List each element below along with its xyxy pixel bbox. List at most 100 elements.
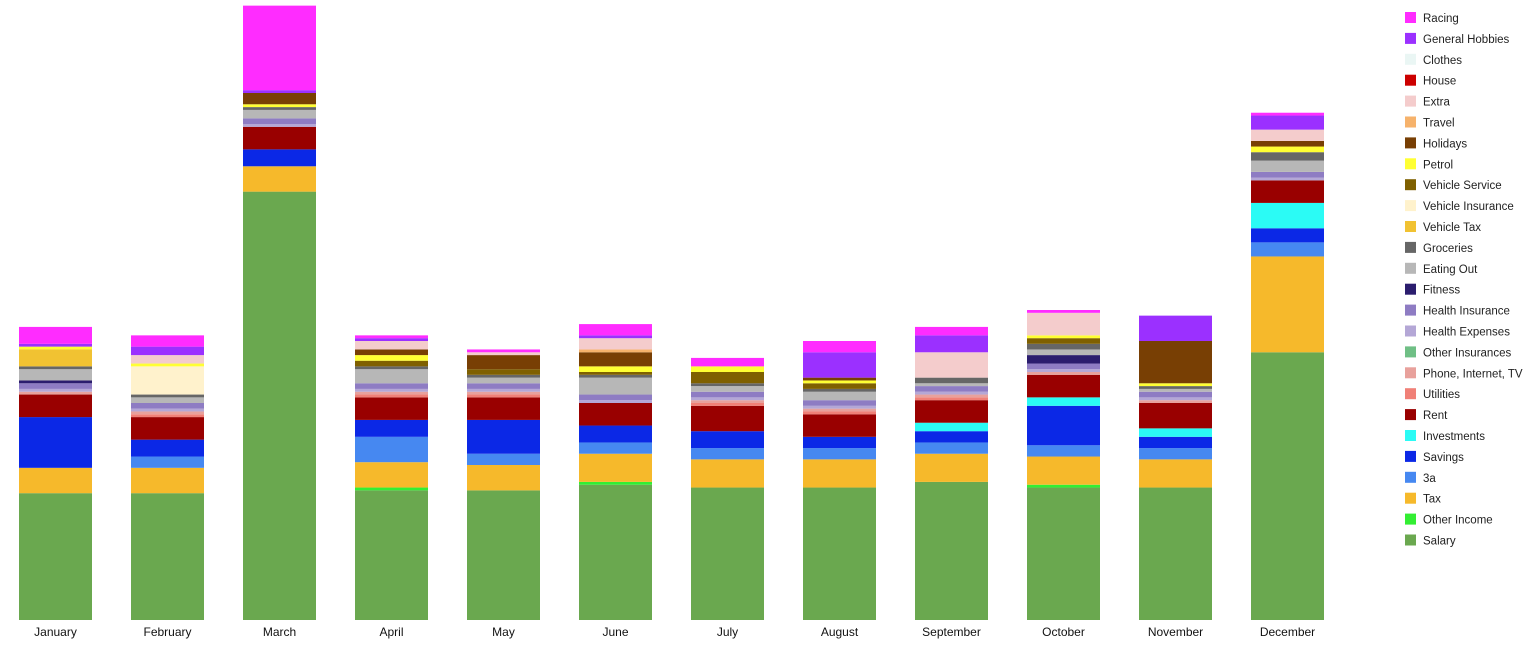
bar-segment-december-extra[interactable] [1251, 129, 1324, 141]
bar-segment-october-extra[interactable] [1027, 312, 1100, 336]
bar-segment-august-petrol[interactable] [803, 380, 876, 384]
legend-swatch-health-insurance[interactable] [1405, 304, 1416, 316]
legend-label-tax[interactable]: Tax [1423, 494, 1441, 506]
bar-segment-february-rent[interactable] [131, 417, 204, 440]
bar-segment-may-holidays[interactable] [467, 355, 540, 370]
bar-segment-april-utilities[interactable] [355, 394, 428, 398]
bar-segment-november-health-expenses[interactable] [1139, 397, 1212, 401]
bar-segment-october-salary[interactable] [1027, 487, 1100, 620]
bar-segment-september-racing[interactable] [915, 326, 988, 336]
bar-segment-december-health-expenses[interactable] [1251, 177, 1324, 181]
legend-label-general-hobbies[interactable]: General Hobbies [1423, 34, 1510, 46]
bar-segment-september-eating-out[interactable] [915, 383, 988, 387]
bar-segment-april-salary[interactable] [355, 490, 428, 620]
bar-segment-october-health-insurance[interactable] [1027, 363, 1100, 370]
bar-segment-december-3a[interactable] [1251, 242, 1324, 257]
bar-segment-september-salary[interactable] [915, 481, 988, 620]
legend-swatch-3a[interactable] [1405, 471, 1416, 483]
bar-segment-august-holidays[interactable] [803, 377, 876, 381]
bar-segment-march-savings[interactable] [243, 149, 316, 167]
bar-segment-may-utilities[interactable] [467, 394, 540, 398]
bar-segment-august-rent[interactable] [803, 414, 876, 437]
bar-segment-november-investments[interactable] [1139, 428, 1212, 437]
bar-segment-october-fitness[interactable] [1027, 355, 1100, 364]
bar-segment-april-racing[interactable] [355, 335, 428, 339]
bar-segment-february-extra[interactable] [131, 355, 204, 364]
legend-label-petrol[interactable]: Petrol [1423, 159, 1453, 171]
bar-segment-june-other-income[interactable] [579, 481, 652, 485]
bar-segment-may-salary[interactable] [467, 490, 540, 620]
bar-segment-may-phone-internet-tv[interactable] [467, 391, 540, 395]
bar-segment-august-racing[interactable] [803, 341, 876, 353]
bar-segment-may-health-expenses[interactable] [467, 388, 540, 392]
bar-segment-july-utilities[interactable] [691, 403, 764, 406]
bar-segment-june-extra[interactable] [579, 338, 652, 350]
bar-segment-september-phone-internet-tv[interactable] [915, 394, 988, 398]
bar-segment-april-extra[interactable] [355, 341, 428, 350]
bar-segment-may-eating-out[interactable] [467, 377, 540, 384]
bar-segment-july-3a[interactable] [691, 448, 764, 460]
bar-segment-april-3a[interactable] [355, 436, 428, 463]
bar-segment-june-rent[interactable] [579, 403, 652, 426]
bar-segment-september-extra[interactable] [915, 352, 988, 378]
bar-segment-march-eating-out[interactable] [243, 109, 316, 119]
bar-segment-july-eating-out[interactable] [691, 386, 764, 392]
bar-segment-june-eating-out[interactable] [579, 377, 652, 395]
legend-swatch-vehicle-tax[interactable] [1405, 221, 1416, 232]
bar-segment-october-phone-internet-tv[interactable] [1027, 372, 1100, 375]
bar-segment-february-eating-out[interactable] [131, 397, 204, 403]
legend-label-savings[interactable]: Savings [1423, 452, 1464, 464]
legend-swatch-racing[interactable] [1405, 12, 1416, 23]
bar-segment-january-health-expenses[interactable] [19, 388, 92, 392]
legend-label-phone-internet-tv[interactable]: Phone, Internet, TV [1423, 368, 1523, 380]
bar-segment-september-3a[interactable] [915, 442, 988, 454]
legend-swatch-rent[interactable] [1405, 409, 1416, 421]
legend-label-investments[interactable]: Investments [1423, 431, 1485, 443]
legend-swatch-salary[interactable] [1405, 534, 1416, 546]
bar-segment-november-groceries[interactable] [1139, 386, 1212, 389]
bar-segment-october-vehicle-service[interactable] [1027, 338, 1100, 344]
bar-segment-december-tax[interactable] [1251, 256, 1324, 353]
legend-label-racing[interactable]: Racing [1423, 13, 1459, 25]
bar-segment-march-health-insurance[interactable] [243, 118, 316, 124]
bar-segment-april-general-hobbies[interactable] [355, 338, 428, 341]
bar-segment-january-racing[interactable] [19, 326, 92, 344]
bar-segment-september-savings[interactable] [915, 431, 988, 443]
bar-segment-april-groceries[interactable] [355, 366, 428, 370]
bar-segment-november-holidays[interactable] [1139, 341, 1212, 384]
bar-segment-july-vehicle-service[interactable] [691, 372, 764, 384]
bar-segment-february-health-insurance[interactable] [131, 403, 204, 409]
bar-segment-march-health-expenses[interactable] [243, 124, 316, 127]
legend-swatch-holidays[interactable] [1405, 137, 1416, 149]
legend-swatch-groceries[interactable] [1405, 241, 1416, 253]
bar-segment-july-petrol[interactable] [691, 366, 764, 372]
bar-segment-january-eating-out[interactable] [19, 369, 92, 381]
bar-segment-december-rent[interactable] [1251, 180, 1324, 203]
bar-segment-april-eating-out[interactable] [355, 369, 428, 384]
legend-swatch-house[interactable] [1405, 74, 1416, 86]
legend-swatch-petrol[interactable] [1405, 158, 1416, 170]
bar-segment-march-rent[interactable] [243, 126, 316, 150]
bar-segment-january-vehicle-tax[interactable] [19, 349, 92, 367]
legend-swatch-extra[interactable] [1405, 95, 1416, 107]
bar-segment-april-savings[interactable] [355, 419, 428, 437]
bar-segment-december-eating-out[interactable] [1251, 160, 1324, 172]
bar-segment-june-travel[interactable] [579, 349, 652, 353]
bar-segment-october-health-expenses[interactable] [1027, 369, 1100, 372]
legend-swatch-utilities[interactable] [1405, 388, 1416, 400]
bar-segment-february-salary[interactable] [131, 493, 204, 620]
bar-segment-august-salary[interactable] [803, 487, 876, 620]
legend-swatch-investments[interactable] [1405, 430, 1416, 441]
bar-segment-june-savings[interactable] [579, 425, 652, 443]
legend-swatch-other-income[interactable] [1405, 513, 1416, 525]
bar-segment-october-3a[interactable] [1027, 445, 1100, 457]
bar-segment-august-utilities[interactable] [803, 411, 876, 415]
bar-segment-july-savings[interactable] [691, 431, 764, 449]
bar-segment-march-petrol[interactable] [243, 104, 316, 108]
bar-segment-february-groceries[interactable] [131, 394, 204, 398]
legend-label-clothes[interactable]: Clothes [1423, 55, 1462, 67]
bar-segment-september-groceries[interactable] [915, 377, 988, 384]
bar-segment-january-general-hobbies[interactable] [19, 343, 92, 347]
bar-segment-november-rent[interactable] [1139, 403, 1212, 429]
legend-label-holidays[interactable]: Holidays [1423, 138, 1467, 150]
